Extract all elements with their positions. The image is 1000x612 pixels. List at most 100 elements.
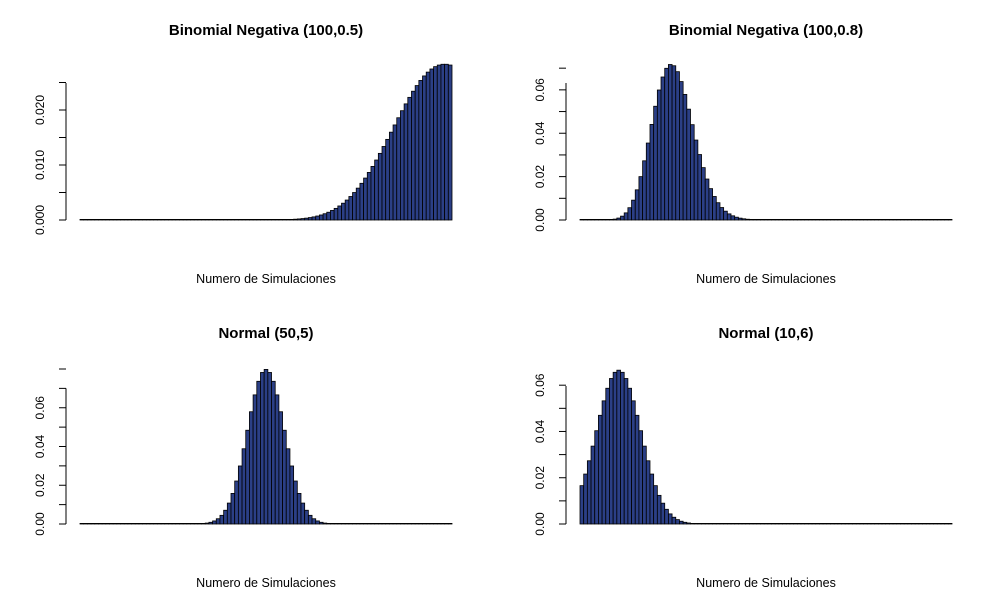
- chart-panel-2: Binomial Negativa (100,0.8) Numero de Sim…: [533, 22, 953, 286]
- bar: [726, 523, 732, 525]
- bar: [911, 523, 916, 525]
- bar: [767, 523, 772, 525]
- bar: [355, 187, 361, 221]
- bar: [271, 380, 276, 525]
- bar: [274, 218, 280, 221]
- bar: [219, 514, 225, 525]
- bar: [204, 522, 210, 525]
- bar: [179, 523, 184, 525]
- bar: [914, 218, 920, 221]
- bar: [414, 523, 420, 525]
- bar: [385, 138, 390, 221]
- bar: [237, 218, 243, 221]
- bar: [131, 523, 136, 525]
- bar: [623, 212, 629, 221]
- bar: [245, 429, 250, 525]
- bar: [94, 523, 99, 525]
- bar: [223, 218, 228, 221]
- bar: [870, 523, 876, 525]
- bar: [793, 218, 798, 221]
- bar: [771, 218, 776, 221]
- bar: [249, 218, 254, 221]
- bar: [186, 523, 191, 525]
- bar: [667, 513, 673, 525]
- bar: [837, 218, 842, 221]
- bar: [863, 523, 868, 525]
- bar: [793, 523, 798, 525]
- bar: [671, 516, 677, 525]
- bar: [403, 103, 409, 221]
- bar: [315, 520, 320, 525]
- bar: [789, 523, 795, 525]
- bar: [852, 218, 857, 221]
- y-tick-label: 0.00: [33, 512, 47, 536]
- bar: [734, 523, 739, 525]
- bar: [627, 207, 632, 221]
- bar: [304, 509, 309, 525]
- bar: [296, 218, 302, 221]
- bar: [381, 523, 387, 525]
- bar: [182, 218, 188, 221]
- bar: [252, 394, 258, 525]
- bar: [223, 509, 228, 525]
- bar: [201, 523, 206, 525]
- bar: [807, 218, 813, 221]
- bar: [594, 430, 599, 525]
- bar: [366, 523, 372, 525]
- bar: [156, 523, 162, 525]
- bar: [116, 523, 121, 525]
- bar: [322, 522, 328, 525]
- bar: [142, 218, 147, 221]
- bar: [701, 167, 706, 221]
- bar: [333, 207, 339, 221]
- bar: [219, 218, 225, 221]
- bar: [83, 523, 88, 525]
- y-tick-label: 0.020: [33, 95, 47, 125]
- bar: [907, 523, 912, 525]
- bar: [822, 523, 828, 525]
- bar: [623, 378, 629, 525]
- bar: [767, 218, 772, 221]
- bar: [796, 523, 802, 525]
- bar: [830, 218, 835, 221]
- bar: [447, 64, 453, 221]
- bar: [120, 523, 125, 525]
- bar: [330, 523, 335, 525]
- bar: [414, 85, 420, 221]
- bar: [870, 218, 876, 221]
- bar: [631, 199, 636, 221]
- bar: [885, 218, 890, 221]
- bar: [411, 523, 416, 525]
- bar: [134, 218, 140, 221]
- y-tick-label: 0.010: [33, 150, 47, 180]
- bar: [944, 523, 949, 525]
- bar: [197, 523, 202, 525]
- bar: [396, 117, 401, 221]
- bar: [660, 76, 666, 221]
- bar: [723, 523, 728, 525]
- bar: [344, 523, 350, 525]
- bar: [844, 218, 850, 221]
- bar: [333, 523, 339, 525]
- bar: [167, 523, 173, 525]
- bar: [807, 523, 813, 525]
- y-tick-label: 0.000: [33, 205, 47, 235]
- bar: [590, 445, 596, 525]
- bar: [433, 523, 438, 525]
- bar: [429, 523, 434, 525]
- bar: [704, 178, 710, 221]
- bar: [885, 523, 890, 525]
- bar: [620, 371, 625, 525]
- bar: [400, 110, 405, 221]
- bar: [190, 218, 195, 221]
- bar: [156, 218, 162, 221]
- bar: [900, 218, 905, 221]
- bar: [444, 523, 449, 525]
- bar: [304, 217, 309, 221]
- bar: [436, 64, 442, 221]
- bar: [719, 207, 725, 221]
- bar: [620, 215, 625, 221]
- bar: [896, 523, 901, 525]
- bar: [175, 218, 180, 221]
- bar: [726, 213, 732, 221]
